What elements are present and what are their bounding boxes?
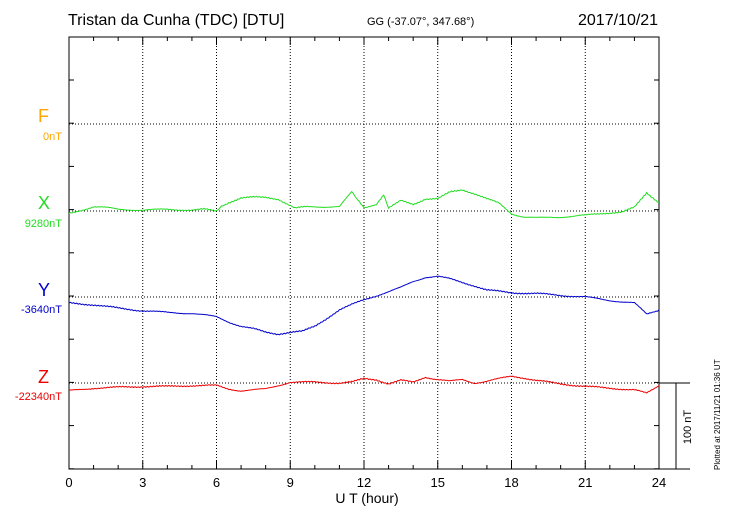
grid [69, 37, 659, 469]
date-label: 2017/10/21 [578, 12, 659, 29]
x-tick-label: 0 [65, 475, 72, 490]
baseline-label-f: 0nT [43, 131, 62, 143]
channel-label-y: Y [38, 280, 51, 300]
scale-bar-label: 100 nT [682, 410, 694, 445]
coordinates-label: GG (-37.07°, 347.68°) [367, 16, 475, 28]
channel-label-f: F [38, 106, 49, 126]
x-tick-label: 15 [431, 475, 445, 490]
chart-title: Tristan da Cunha (TDC) [DTU] [68, 12, 285, 29]
baseline-label-y: -3640nT [21, 304, 62, 316]
x-tick-label: 12 [357, 475, 371, 490]
x-tick-label: 3 [139, 475, 146, 490]
series-line-x [68, 189, 660, 219]
x-tick-label: 9 [287, 475, 294, 490]
series-line-z [68, 375, 660, 394]
series-line-y [68, 275, 660, 336]
x-tick-labels: 0 3 6 9 12 15 18 21 24 [65, 475, 666, 490]
x-axis-label: U T (hour) [335, 490, 398, 506]
channel-label-x: X [38, 193, 51, 213]
scale-bar: 100 nT [659, 382, 694, 470]
x-tick-label: 21 [578, 475, 592, 490]
series-lines [68, 189, 660, 394]
baseline-label-z: -22340nT [14, 391, 62, 403]
x-tick-label: 24 [652, 475, 666, 490]
x-tick-label: 18 [504, 475, 518, 490]
axis-ticks [68, 37, 660, 470]
baseline-label-x: 9280nT [24, 218, 62, 230]
x-tick-label: 6 [213, 475, 220, 490]
channel-label-z: Z [38, 367, 49, 387]
